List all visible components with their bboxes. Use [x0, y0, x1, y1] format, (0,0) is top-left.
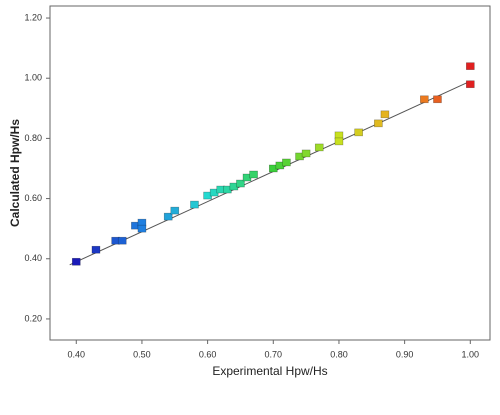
y-tick-label: 0.80 [24, 133, 42, 143]
y-tick-label: 1.00 [24, 73, 42, 83]
y-tick-label: 0.20 [24, 313, 42, 323]
point [282, 158, 291, 167]
point [163, 212, 173, 221]
y-tick-label: 1.20 [24, 12, 42, 22]
x-tick-label: 0.60 [199, 349, 217, 359]
point [249, 170, 258, 179]
point [314, 143, 324, 152]
point [117, 236, 127, 245]
x-tick-label: 0.40 [68, 349, 86, 359]
point [465, 62, 475, 70]
point [170, 206, 180, 215]
point [71, 257, 81, 266]
point [374, 119, 383, 128]
y-tick-label: 0.40 [24, 253, 42, 263]
point [190, 200, 199, 209]
x-tick-label: 0.70 [265, 349, 283, 359]
point [236, 179, 245, 188]
point [433, 95, 442, 104]
plot-frame [49, 5, 491, 341]
y-tick-label: 0.60 [24, 193, 42, 203]
point [91, 245, 101, 254]
point [465, 80, 475, 89]
point [354, 128, 363, 137]
trend-line [69, 80, 471, 266]
y-axis-label: Calculated Hpw/Hs [8, 119, 22, 227]
point [420, 95, 429, 104]
point [301, 149, 311, 158]
x-tick-label: 0.80 [330, 349, 348, 359]
point [334, 137, 344, 146]
point [137, 224, 147, 233]
x-axis-label: Experimental Hpw/Hs [212, 364, 327, 378]
x-tick-label: 0.90 [396, 349, 414, 359]
point [380, 110, 390, 119]
x-tick-label: 1.00 [462, 349, 480, 359]
x-tick-label: 0.50 [133, 349, 151, 359]
